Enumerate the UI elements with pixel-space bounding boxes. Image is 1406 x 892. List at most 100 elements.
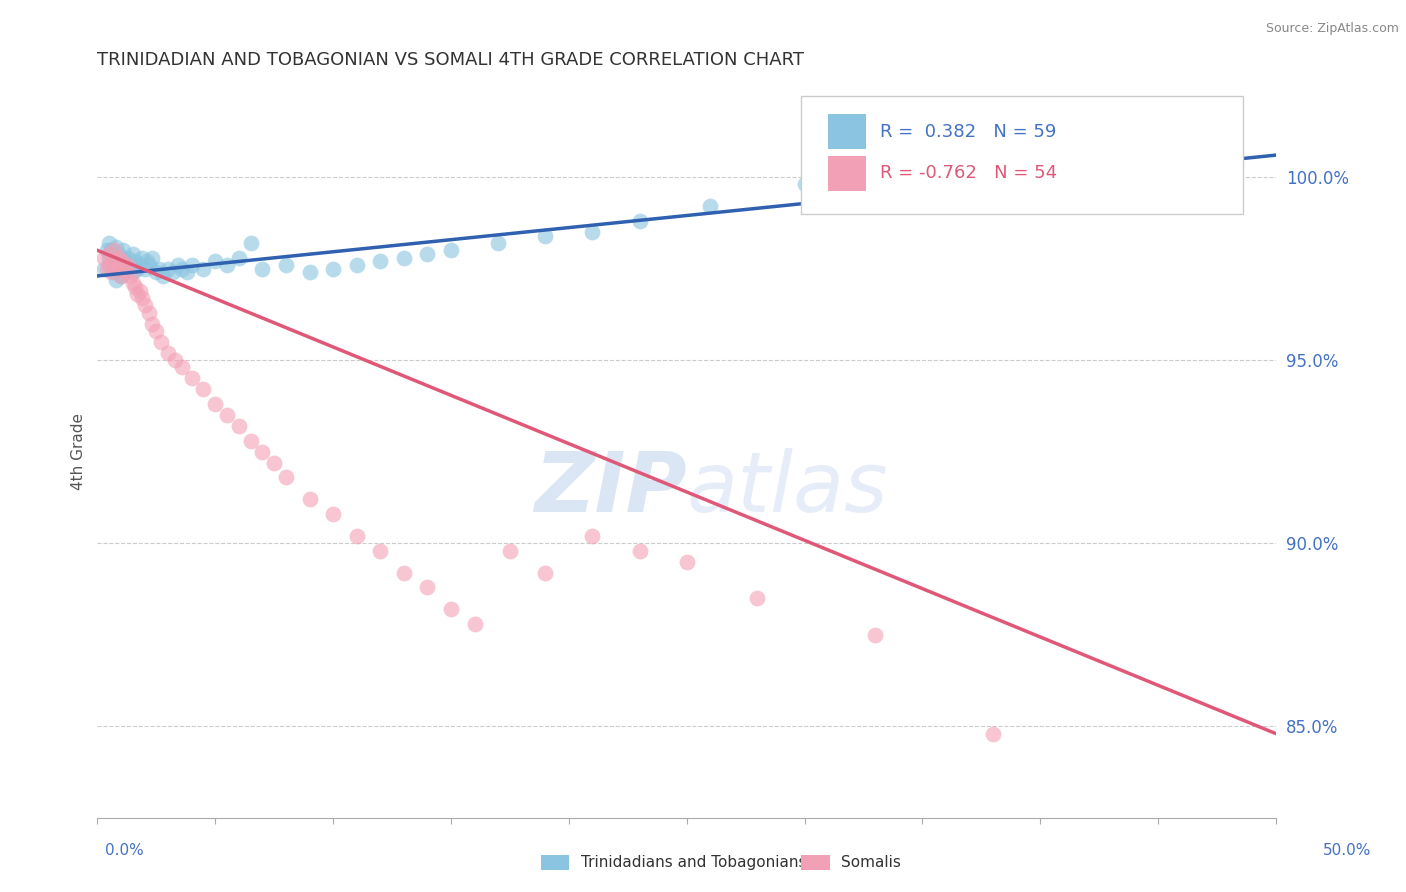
Point — [100, 265, 122, 279]
Text: Source: ZipAtlas.com: Source: ZipAtlas.com — [1265, 22, 1399, 36]
Text: Somalis: Somalis — [841, 855, 901, 870]
Point — [107, 251, 129, 265]
Point — [392, 251, 415, 265]
Point — [228, 251, 250, 265]
Point — [138, 305, 160, 319]
Text: Trinidadians and Tobagonians: Trinidadians and Tobagonians — [581, 855, 806, 870]
Point — [120, 268, 142, 283]
Point — [440, 602, 463, 616]
Point — [134, 261, 156, 276]
Point — [981, 727, 1004, 741]
Point — [322, 261, 344, 276]
Point — [148, 261, 170, 276]
Point — [581, 529, 603, 543]
Point — [110, 268, 132, 283]
Point — [145, 265, 167, 279]
Point — [215, 258, 238, 272]
Point — [103, 244, 125, 258]
Point — [298, 265, 321, 279]
Point — [368, 543, 391, 558]
Point — [747, 591, 769, 606]
Point — [96, 261, 118, 276]
Point — [121, 277, 143, 291]
Point — [162, 265, 184, 279]
Point — [114, 254, 136, 268]
Point — [204, 254, 226, 268]
Point — [121, 247, 143, 261]
Y-axis label: 4th Grade: 4th Grade — [72, 413, 86, 491]
Point — [581, 225, 603, 239]
Point — [131, 251, 153, 265]
Point — [204, 397, 226, 411]
Point — [127, 261, 149, 276]
Point — [263, 456, 285, 470]
Point — [675, 555, 697, 569]
Point — [103, 265, 125, 279]
Point — [110, 254, 132, 268]
Point — [193, 261, 215, 276]
Point — [180, 371, 202, 385]
Point — [105, 272, 128, 286]
Point — [124, 254, 146, 268]
Point — [392, 566, 415, 580]
Point — [112, 258, 135, 272]
Point — [699, 199, 721, 213]
Point — [252, 444, 274, 458]
Point — [98, 247, 121, 261]
Point — [346, 258, 368, 272]
Point — [464, 616, 486, 631]
Point — [103, 251, 125, 265]
Point — [346, 529, 368, 543]
Point — [534, 566, 557, 580]
Point — [110, 251, 132, 265]
FancyBboxPatch shape — [801, 96, 1243, 214]
Point — [107, 258, 129, 272]
Point — [107, 261, 129, 276]
Point — [165, 353, 187, 368]
Text: R = -0.762   N = 54: R = -0.762 N = 54 — [880, 164, 1057, 182]
Point — [114, 261, 136, 276]
Point — [135, 254, 157, 268]
Point — [117, 251, 139, 265]
Point — [793, 178, 815, 192]
Point — [176, 265, 198, 279]
Point — [215, 408, 238, 422]
Point — [128, 284, 150, 298]
Point — [121, 265, 143, 279]
Point — [274, 258, 297, 272]
Point — [105, 261, 128, 276]
Point — [117, 258, 139, 272]
Point — [127, 287, 149, 301]
Point — [152, 268, 174, 283]
Point — [134, 298, 156, 312]
Point — [105, 240, 128, 254]
Point — [628, 543, 651, 558]
Text: TRINIDADIAN AND TOBAGONIAN VS SOMALI 4TH GRADE CORRELATION CHART: TRINIDADIAN AND TOBAGONIAN VS SOMALI 4TH… — [97, 51, 804, 69]
Point — [322, 507, 344, 521]
Point — [157, 261, 180, 276]
Point — [368, 254, 391, 268]
Point — [228, 419, 250, 434]
Point — [628, 214, 651, 228]
Point — [440, 244, 463, 258]
Point — [150, 334, 173, 349]
Point — [112, 261, 135, 276]
Text: 50.0%: 50.0% — [1323, 843, 1371, 858]
Point — [157, 346, 180, 360]
Text: R =  0.382   N = 59: R = 0.382 N = 59 — [880, 123, 1056, 141]
Point — [100, 258, 122, 272]
Point — [114, 265, 136, 279]
Point — [93, 251, 115, 265]
Point — [239, 434, 262, 448]
Point — [98, 235, 121, 250]
Point — [274, 470, 297, 484]
Point — [138, 258, 160, 272]
Point — [193, 383, 215, 397]
Point — [865, 628, 887, 642]
Point — [98, 258, 121, 272]
Point — [252, 261, 274, 276]
Point — [112, 244, 135, 258]
Point — [298, 492, 321, 507]
Point — [239, 235, 262, 250]
Point — [128, 258, 150, 272]
